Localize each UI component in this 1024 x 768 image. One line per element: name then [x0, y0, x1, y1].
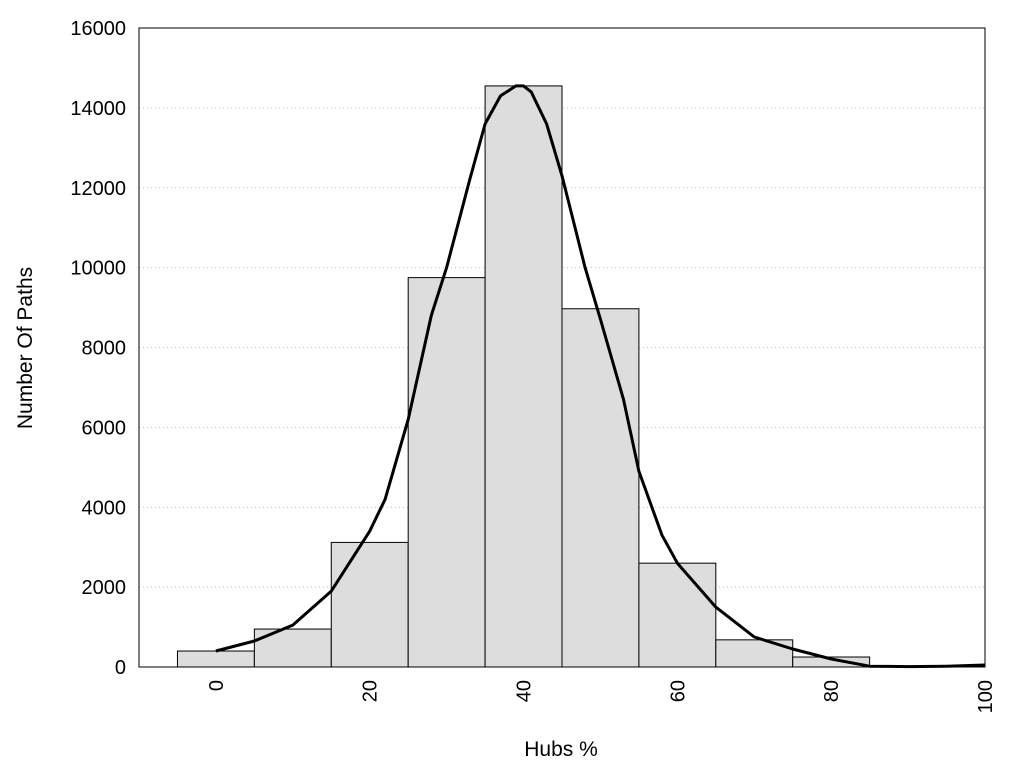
- x-tick-label: 20: [360, 680, 382, 702]
- y-tick-label: 4000: [82, 497, 127, 519]
- gridlines: [139, 107, 985, 588]
- histogram-bar: [407, 277, 486, 668]
- y-tick-label: 0: [115, 657, 126, 679]
- y-tick-label: 14000: [70, 98, 126, 120]
- histogram-bar: [561, 308, 640, 668]
- x-axis-title: Hubs %: [524, 738, 598, 761]
- x-tick-label: 80: [821, 680, 843, 702]
- x-tick-label: 0: [206, 680, 228, 691]
- y-axis-ticks: 0 2000 4000 6000 8000 10000 12000 14000 16000: [70, 18, 126, 679]
- y-axis-title: Number Of Paths: [14, 267, 37, 429]
- histogram-bar: [330, 541, 409, 668]
- histogram-bar: [638, 562, 717, 668]
- plot-frame: [138, 27, 986, 668]
- y-tick-label: 10000: [70, 258, 126, 280]
- histogram-bars: [176, 85, 948, 668]
- density-curve: [215, 84, 986, 669]
- x-tick-label: 60: [667, 680, 689, 702]
- x-tick-label: 40: [514, 680, 536, 702]
- histogram-bar: [176, 650, 255, 668]
- x-axis-ticks: 0 20 40 60 80 100: [206, 680, 997, 713]
- y-tick-label: 16000: [70, 18, 126, 40]
- histogram-bar: [484, 85, 563, 668]
- y-tick-label: 2000: [82, 577, 127, 599]
- y-tick-label: 8000: [82, 338, 127, 360]
- x-tick-label: 100: [975, 680, 997, 713]
- y-tick-label: 6000: [82, 417, 127, 439]
- y-tick-label: 12000: [70, 178, 126, 200]
